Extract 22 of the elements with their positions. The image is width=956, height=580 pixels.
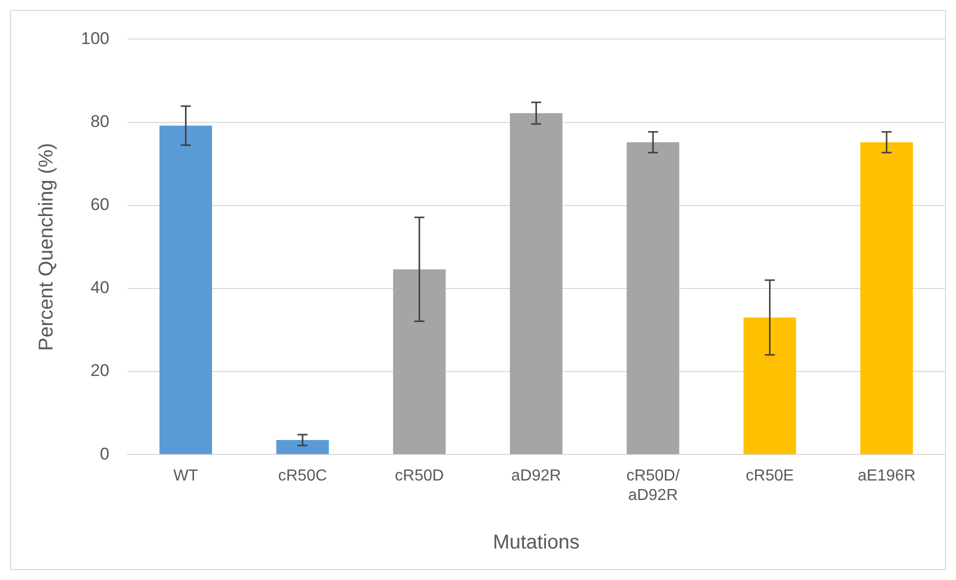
- y-tick-label: 100: [80, 28, 110, 48]
- bar: [860, 142, 913, 454]
- bar: [744, 318, 796, 454]
- y-tick-label: 0: [100, 444, 110, 464]
- bar: [276, 440, 329, 454]
- y-axis-title: Percent Quenching (%): [36, 142, 58, 351]
- x-tick-label: cR50E: [746, 468, 794, 485]
- x-tick-label: cR50C: [278, 468, 328, 485]
- x-tick-label: cR50D: [394, 468, 444, 485]
- y-tick-label: 40: [90, 278, 110, 298]
- y-tick-label: 60: [90, 195, 110, 214]
- y-tick-label: 80: [90, 112, 110, 131]
- bar: [626, 142, 680, 454]
- bar: [393, 269, 446, 454]
- x-tick-label: WT: [173, 468, 198, 485]
- x-tick-label: aD92R: [511, 468, 562, 485]
- x-tick-label: cR50D/aD92R: [626, 468, 680, 504]
- x-axis-title: Mutations: [492, 532, 580, 554]
- x-tick-label: aE196R: [858, 468, 916, 485]
- y-tick-label: 20: [90, 361, 110, 380]
- bar: [510, 113, 562, 454]
- bar: [159, 126, 212, 454]
